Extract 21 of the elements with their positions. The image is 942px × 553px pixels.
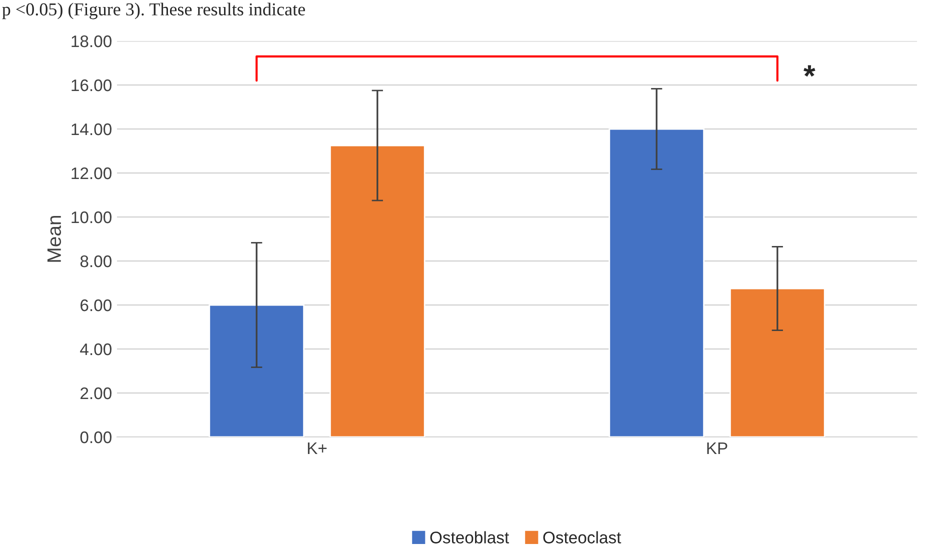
y-tick-label: 16.00: [72, 79, 112, 92]
annotation: *: [804, 65, 816, 77]
y-tick-label: 0.00: [80, 431, 112, 444]
y-tick-label: 2.00: [80, 387, 112, 400]
y-tick-label: 12.00: [72, 167, 112, 180]
y-tick-label: 18.00: [72, 35, 112, 48]
x-tick-label: K+: [308, 442, 327, 454]
y-tick-label: 4.00: [80, 343, 112, 356]
text: p <0.05) (Figure 3). These results indicate: [2, 2, 305, 20]
legend-label: Osteoclast: [543, 531, 622, 544]
y-axis-title: Mean: [47, 216, 62, 262]
bar: [330, 144, 426, 437]
bar: [730, 288, 826, 437]
legend-label: Osteoblast: [430, 531, 510, 544]
x-tick-label: KP: [707, 442, 728, 454]
y-tick-label: 6.00: [80, 299, 112, 312]
y-tick-label: 8.00: [80, 255, 112, 268]
y-tick-label: 14.00: [72, 123, 112, 136]
bar: [608, 128, 704, 437]
y-tick-label: 10.00: [72, 211, 112, 224]
bar: [208, 304, 304, 437]
